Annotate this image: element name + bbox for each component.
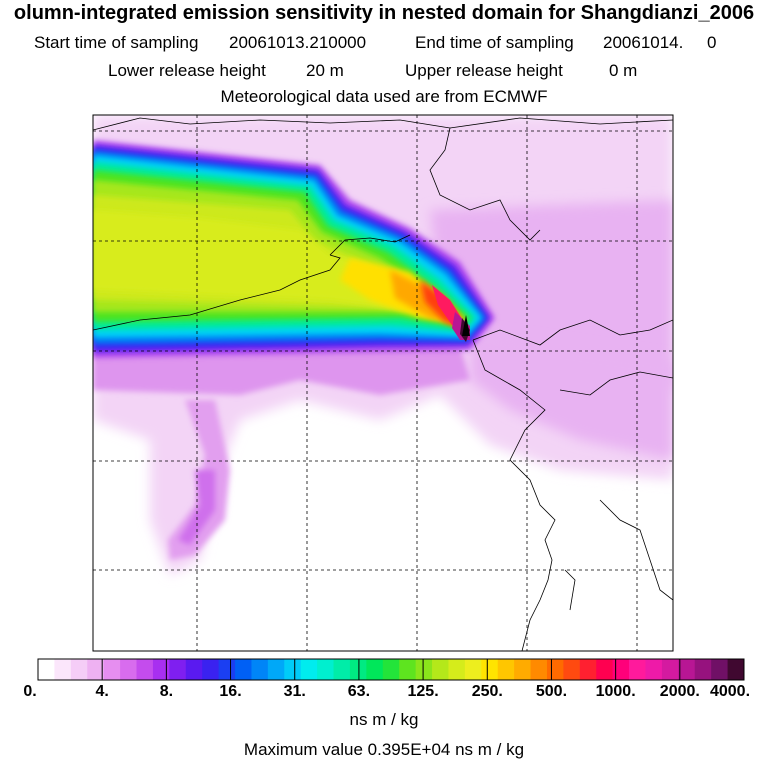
colorbar-units: ns m / kg xyxy=(349,710,419,729)
colorbar-swatch xyxy=(251,659,269,680)
colorbar-frame xyxy=(37,658,745,681)
colorbar-tick-label: 4000. xyxy=(709,683,751,700)
lower-height-label: Lower release height xyxy=(108,61,266,80)
colorbar-tick-label: 8. xyxy=(159,683,174,700)
colorbar-swatch xyxy=(629,659,646,680)
colorbar-swatch xyxy=(366,659,384,680)
map-borders xyxy=(93,117,673,651)
colorbar-tick-label: 0. xyxy=(23,683,37,700)
maximum-value-text: Maximum value 0.395E+04 ns m / kg xyxy=(243,740,525,759)
colorbar-swatch xyxy=(579,659,597,680)
colorbar-swatch xyxy=(152,659,170,680)
colorbar-swatch xyxy=(382,659,400,680)
colorbar-swatch xyxy=(103,659,121,680)
colorbar-swatch xyxy=(464,659,482,680)
colorbar-swatch xyxy=(432,659,449,680)
colorbar-tick-label: 31. xyxy=(283,683,306,700)
colorbar-tick-label: 250. xyxy=(471,683,503,700)
colorbar-tick-label: 1000. xyxy=(595,683,636,700)
colorbar-swatch xyxy=(711,659,729,680)
colorbar-swatch xyxy=(514,659,532,680)
colorbar-swatch xyxy=(120,659,138,680)
colorbar-tick-label: 63. xyxy=(347,683,371,700)
upper-height-label: Upper release height xyxy=(405,61,563,80)
colorbar-swatch xyxy=(169,659,187,680)
colorbar-swatch xyxy=(54,659,72,680)
colorbar-swatch xyxy=(415,659,433,680)
met-data-line: Meteorological data used are from ECMWF xyxy=(220,87,548,106)
colorbar-swatch xyxy=(300,659,318,680)
colorbar xyxy=(37,658,745,681)
lower-height-value: 20 m xyxy=(306,61,344,80)
colorbar-swatch xyxy=(202,659,220,680)
colorbar-swatch xyxy=(481,659,499,680)
colorbar-swatch xyxy=(596,659,614,680)
start-time-label: Start time of sampling xyxy=(34,33,199,52)
colorbar-swatch xyxy=(645,659,663,680)
page-title: olumn-integrated emission sensitivity in… xyxy=(13,2,755,24)
colorbar-swatch xyxy=(87,659,105,680)
colorbar-swatch xyxy=(399,659,417,680)
colorbar-swatch xyxy=(267,659,285,680)
colorbar-swatch xyxy=(185,659,203,680)
colorbar-tick-label: 4. xyxy=(95,683,109,700)
colorbar-swatch xyxy=(497,659,515,680)
plot-frame xyxy=(92,114,674,652)
colorbar-swatch xyxy=(218,659,236,680)
end-time-label: End time of sampling xyxy=(415,33,574,52)
colorbar-swatch xyxy=(530,659,548,680)
colorbar-swatch xyxy=(317,659,335,680)
start-time-value: 20061013.210000 xyxy=(229,33,367,52)
colorbar-swatch xyxy=(284,659,302,680)
colorbar-swatch xyxy=(38,659,55,680)
colorbar-swatch xyxy=(546,659,564,680)
colorbar-tick-label: 2000. xyxy=(659,683,700,700)
colorbar-tick-label: 500. xyxy=(535,683,568,700)
colorbar-swatch xyxy=(235,659,252,680)
colorbar-swatch xyxy=(694,659,712,680)
lat-lon-grid xyxy=(93,115,673,651)
colorbar-tick-label: 16. xyxy=(219,683,242,700)
emission-field xyxy=(93,115,673,651)
colorbar-swatch xyxy=(612,659,630,680)
end-time-value: 20061014. 0 xyxy=(603,33,717,52)
colorbar-tick-label: 125. xyxy=(407,683,439,700)
colorbar-swatch xyxy=(70,659,88,680)
colorbar-swatch xyxy=(678,659,696,680)
upper-height-value: 0 m xyxy=(609,61,638,80)
receptor-marker-icon xyxy=(462,315,470,336)
colorbar-swatch xyxy=(136,659,154,680)
colorbar-swatch xyxy=(727,659,745,680)
colorbar-swatch xyxy=(333,659,351,680)
colorbar-swatch xyxy=(448,659,466,680)
colorbar-swatch xyxy=(563,659,581,680)
colorbar-swatch xyxy=(661,659,679,680)
